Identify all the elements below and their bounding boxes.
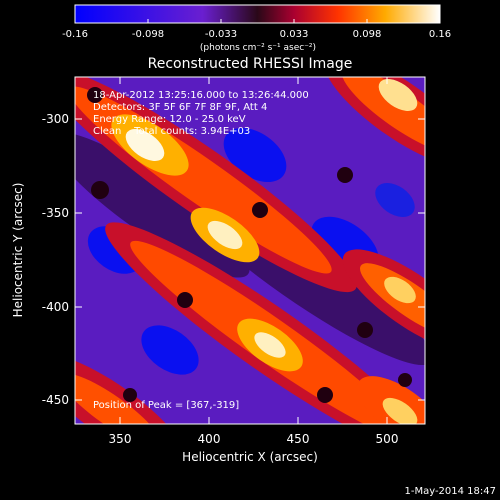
colorbar-tick-label: -0.16 [62, 29, 88, 40]
y-axis-label: Heliocentric Y (arcsec) [11, 183, 25, 318]
x-tick-label: 400 [198, 432, 221, 446]
x-axis-label: Heliocentric X (arcsec) [182, 450, 318, 464]
plot-title: Reconstructed RHESSI Image [148, 56, 353, 72]
colorbar-tick-label: 0.16 [429, 29, 451, 40]
y-tick-label: -300 [42, 112, 69, 126]
plot-frame [74, 76, 426, 425]
colorbar-tick-label: -0.098 [132, 29, 164, 40]
annotation-peak: Position of Peak = [367,-319] [93, 400, 239, 411]
annotation-energy: Energy Range: 12.0 - 25.0 keV [93, 114, 246, 125]
annotation-clean: Clean Total counts: 3.94E+03 [93, 126, 250, 137]
x-axis-ticks [119, 77, 388, 424]
annotation-time: 18-Apr-2012 13:25:16.000 to 13:26:44.000 [93, 90, 309, 101]
x-tick-label: 500 [376, 432, 399, 446]
y-tick-label: -400 [42, 300, 69, 314]
colorbar-tick-label: 0.098 [353, 29, 382, 40]
colorbar [74, 4, 441, 24]
annotation-detectors: Detectors: 3F 5F 6F 7F 8F 9F, Att 4 [93, 102, 267, 113]
colorbar-tick-label: -0.033 [205, 29, 237, 40]
x-tick-label: 450 [287, 432, 310, 446]
colorbar-ticks [74, 19, 441, 23]
y-axis-ticks [75, 118, 425, 401]
colorbar-tick-label: 0.033 [280, 29, 309, 40]
y-tick-label: -450 [42, 393, 69, 407]
image-map [75, 77, 425, 424]
colorbar-units: (photons cm⁻² s⁻¹ asec⁻²) [200, 43, 316, 53]
x-tick-label: 350 [109, 432, 132, 446]
footer-date: 1-May-2014 18:47 [404, 486, 496, 497]
y-tick-label: -350 [42, 206, 69, 220]
